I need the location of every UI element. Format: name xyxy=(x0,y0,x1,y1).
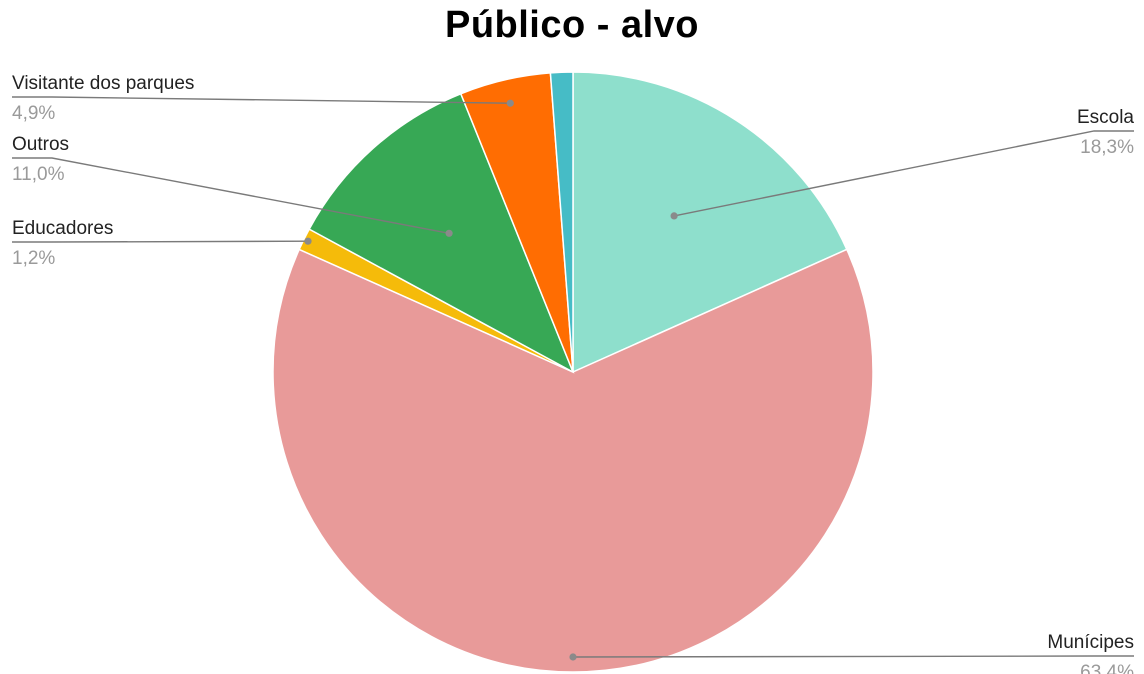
leader-dot xyxy=(445,229,453,237)
slice-percent-label: 11,0% xyxy=(12,164,65,185)
slice-label-escola: Escola 18,3% xyxy=(670,107,1134,220)
leader-dot xyxy=(304,237,312,245)
pie-slice-escola xyxy=(572,71,848,374)
slice-name-label: Munícipes xyxy=(1047,632,1134,653)
slice-name-label: Escola xyxy=(1077,107,1134,128)
leader-line xyxy=(12,96,511,104)
slice-percent-label: 4,9% xyxy=(12,103,55,124)
slice-name-label: Outros xyxy=(12,134,69,155)
leader-line xyxy=(12,240,309,243)
slice-percent-label: 63,4% xyxy=(1080,662,1134,674)
pie-slice-unlabelled xyxy=(549,71,574,373)
slice-label-outros: Outros 11,0% xyxy=(12,134,453,237)
leader-line xyxy=(12,157,450,234)
pie-slice-municipes xyxy=(272,248,874,673)
leader-line xyxy=(572,655,1134,658)
leader-dot xyxy=(569,653,577,661)
pie-slice-outros xyxy=(308,92,575,374)
slice-percent-label: 18,3% xyxy=(1080,137,1134,158)
slice-label-educadores: Educadores 1,2% xyxy=(12,218,312,269)
slice-percent-label: 1,2% xyxy=(12,248,55,269)
slice-name-label: Visitante dos parques xyxy=(12,73,194,94)
slice-label-visitante-dos-parques: Visitante dos parques 4,9% xyxy=(12,73,514,124)
leader-line xyxy=(673,130,1134,217)
slice-label-municipes: Munícipes 63,4% xyxy=(569,632,1134,674)
leader-dot xyxy=(506,99,514,107)
chart-title: Público - alvo xyxy=(444,4,700,46)
leader-dot xyxy=(670,212,678,220)
slice-name-label: Educadores xyxy=(12,218,113,239)
